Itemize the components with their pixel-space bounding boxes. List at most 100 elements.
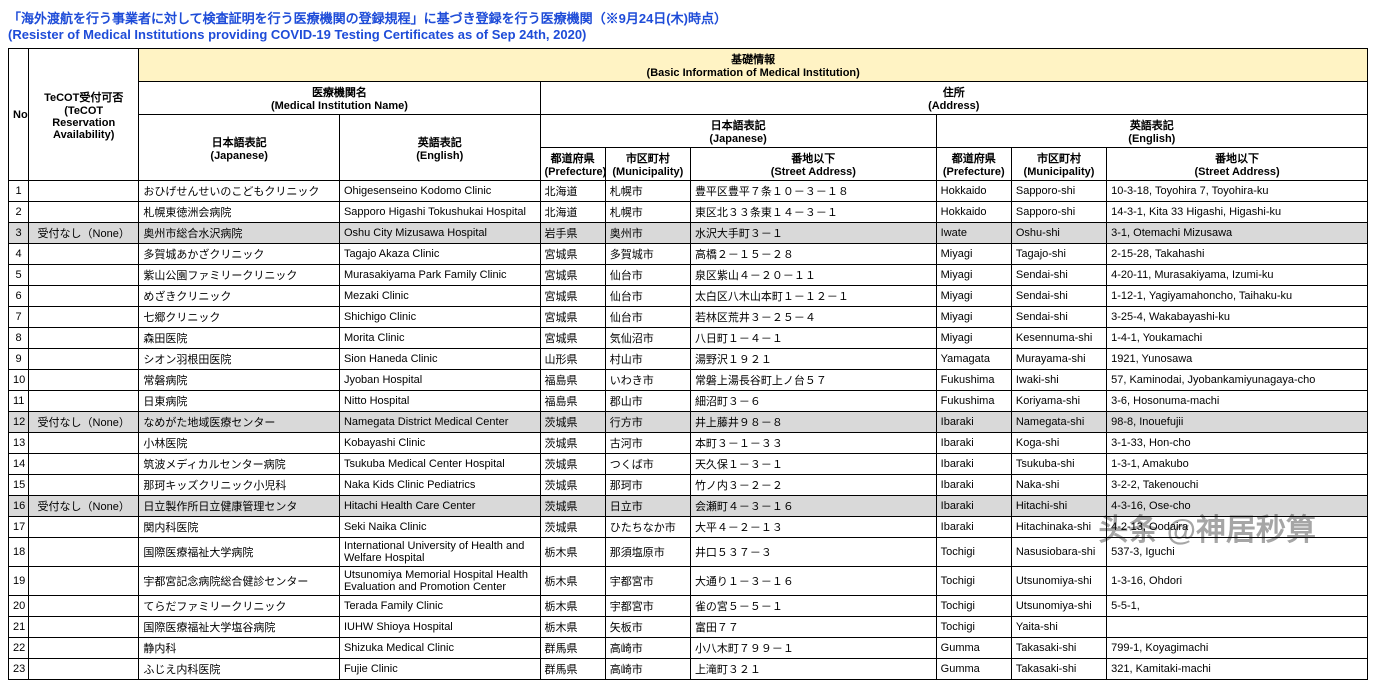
header-no: No [9,49,29,181]
table-cell [29,567,139,596]
table-cell: 19 [9,567,29,596]
table-cell: 上滝町３２１ [690,659,936,680]
table-cell: 栃木県 [540,538,605,567]
table-cell: 国際医療福祉大学病院 [139,538,340,567]
header-name-en-col: 英語表記 (English) [339,115,540,181]
table-cell: Sapporo-shi [1011,181,1106,202]
table-cell [29,328,139,349]
table-cell: Naka-shi [1011,475,1106,496]
table-cell: 茨城県 [540,496,605,517]
table-cell: 受付なし（None） [29,223,139,244]
table-cell: Terada Family Clinic [339,596,540,617]
table-cell: 10-3-18, Toyohira 7, Toyohira-ku [1107,181,1368,202]
table-cell: 札幌市 [605,181,690,202]
table-cell: 水沢大手町３－１ [690,223,936,244]
table-cell: Sendai-shi [1011,265,1106,286]
table-cell [29,596,139,617]
table-cell: Sendai-shi [1011,286,1106,307]
table-cell: Kobayashi Clinic [339,433,540,454]
table-cell: 高崎市 [605,659,690,680]
table-row: 12受付なし（None）なめがた地域医療センターNamegata Distric… [9,412,1368,433]
table-cell: Miyagi [936,244,1011,265]
table-row: 11日東病院Nitto Hospital福島県郡山市細沼町３－６Fukushim… [9,391,1368,412]
table-cell: Takasaki-shi [1011,659,1106,680]
table-cell [29,617,139,638]
table-row: 9シオン羽根田医院Sion Haneda Clinic山形県村山市湯野沢１９２１… [9,349,1368,370]
table-cell: 郡山市 [605,391,690,412]
table-cell: Hokkaido [936,202,1011,223]
table-cell: 行方市 [605,412,690,433]
table-cell: Hitachi-shi [1011,496,1106,517]
table-cell: 14 [9,454,29,475]
table-cell [1107,617,1368,638]
table-cell: 竹ノ内３－２－２ [690,475,936,496]
table-cell: Ibaraki [936,454,1011,475]
table-cell: 宇都宮市 [605,596,690,617]
table-cell: Murasakiyama Park Family Clinic [339,265,540,286]
table-cell: Oshu-shi [1011,223,1106,244]
table-cell: 4-3-16, Ose-cho [1107,496,1368,517]
table-cell [29,391,139,412]
table-cell: 茨城県 [540,454,605,475]
table-cell: 日東病院 [139,391,340,412]
table-cell: Ibaraki [936,517,1011,538]
table-cell: 1-12-1, Yagiyamahoncho, Taihaku-ku [1107,286,1368,307]
table-row: 15那珂キッズクリニック小児科Naka Kids Clinic Pediatri… [9,475,1368,496]
table-row: 21国際医療福祉大学塩谷病院IUHW Shioya Hospital栃木県矢板市… [9,617,1368,638]
table-cell: Koriyama-shi [1011,391,1106,412]
table-row: 16受付なし（None）日立製作所日立健康管理センタHitachi Health… [9,496,1368,517]
table-cell: 大通り１－３－１６ [690,567,936,596]
table-cell: 本町３－１－３３ [690,433,936,454]
table-cell: Iwate [936,223,1011,244]
table-cell: 8 [9,328,29,349]
table-cell: 関内科医院 [139,517,340,538]
table-cell [29,475,139,496]
table-cell: 4 [9,244,29,265]
table-cell: Fujie Clinic [339,659,540,680]
table-cell: 23 [9,659,29,680]
table-cell: 森田医院 [139,328,340,349]
table-cell: 2-15-28, Takahashi [1107,244,1368,265]
table-cell: 高崎市 [605,638,690,659]
table-cell: 10 [9,370,29,391]
table-body: 1おひげせんせいのこどもクリニックOhigesenseino Kodomo Cl… [9,181,1368,680]
table-cell: 札幌東徳洲会病院 [139,202,340,223]
table-row: 20てらだファミリークリニックTerada Family Clinic栃木県宇都… [9,596,1368,617]
medical-institutions-table: No TeCOT受付可否 (TeCOT Reservation Availabi… [8,48,1368,680]
table-cell: 4-20-11, Murasakiyama, Izumi-ku [1107,265,1368,286]
table-cell: Utsunomiya-shi [1011,596,1106,617]
table-cell: 奥州市総合水沢病院 [139,223,340,244]
table-cell: 日立製作所日立健康管理センタ [139,496,340,517]
header-pref-en: 都道府県 (Prefecture) [936,148,1011,181]
header-institution-name: 医療機関名 (Medical Institution Name) [139,82,540,115]
table-cell: 北海道 [540,181,605,202]
table-cell: 3-2-2, Takenouchi [1107,475,1368,496]
table-row: 19宇都宮記念病院総合健診センターUtsunomiya Memorial Hos… [9,567,1368,596]
table-cell: 筑波メディカルセンター病院 [139,454,340,475]
header-basic-info: 基礎情報 (Basic Information of Medical Insti… [139,49,1368,82]
table-cell: Yamagata [936,349,1011,370]
table-row: 8森田医院Morita Clinic宮城県気仙沼市八日町１－４－１MiyagiK… [9,328,1368,349]
table-cell: 栃木県 [540,567,605,596]
table-cell: 静内科 [139,638,340,659]
table-cell: いわき市 [605,370,690,391]
table-cell: 宮城県 [540,328,605,349]
table-cell [29,244,139,265]
table-cell: 茨城県 [540,517,605,538]
table-row: 14筑波メディカルセンター病院Tsukuba Medical Center Ho… [9,454,1368,475]
table-cell: 宮城県 [540,244,605,265]
table-cell: 98-8, Inouefujii [1107,412,1368,433]
table-cell: Koga-shi [1011,433,1106,454]
table-cell: おひげせんせいのこどもクリニック [139,181,340,202]
table-cell: Sapporo Higashi Tokushukai Hospital [339,202,540,223]
table-cell: 豊平区豊平７条１０－３－１８ [690,181,936,202]
table-cell: Morita Clinic [339,328,540,349]
header-address: 住所 (Address) [540,82,1367,115]
title-english: (Resister of Medical Institutions provid… [8,27,1368,42]
table-cell: ひたちなか市 [605,517,690,538]
table-cell [29,370,139,391]
table-cell: 1 [9,181,29,202]
table-cell: 高橋２－１５－２８ [690,244,936,265]
table-cell: Oshu City Mizusawa Hospital [339,223,540,244]
table-cell: Namegata-shi [1011,412,1106,433]
